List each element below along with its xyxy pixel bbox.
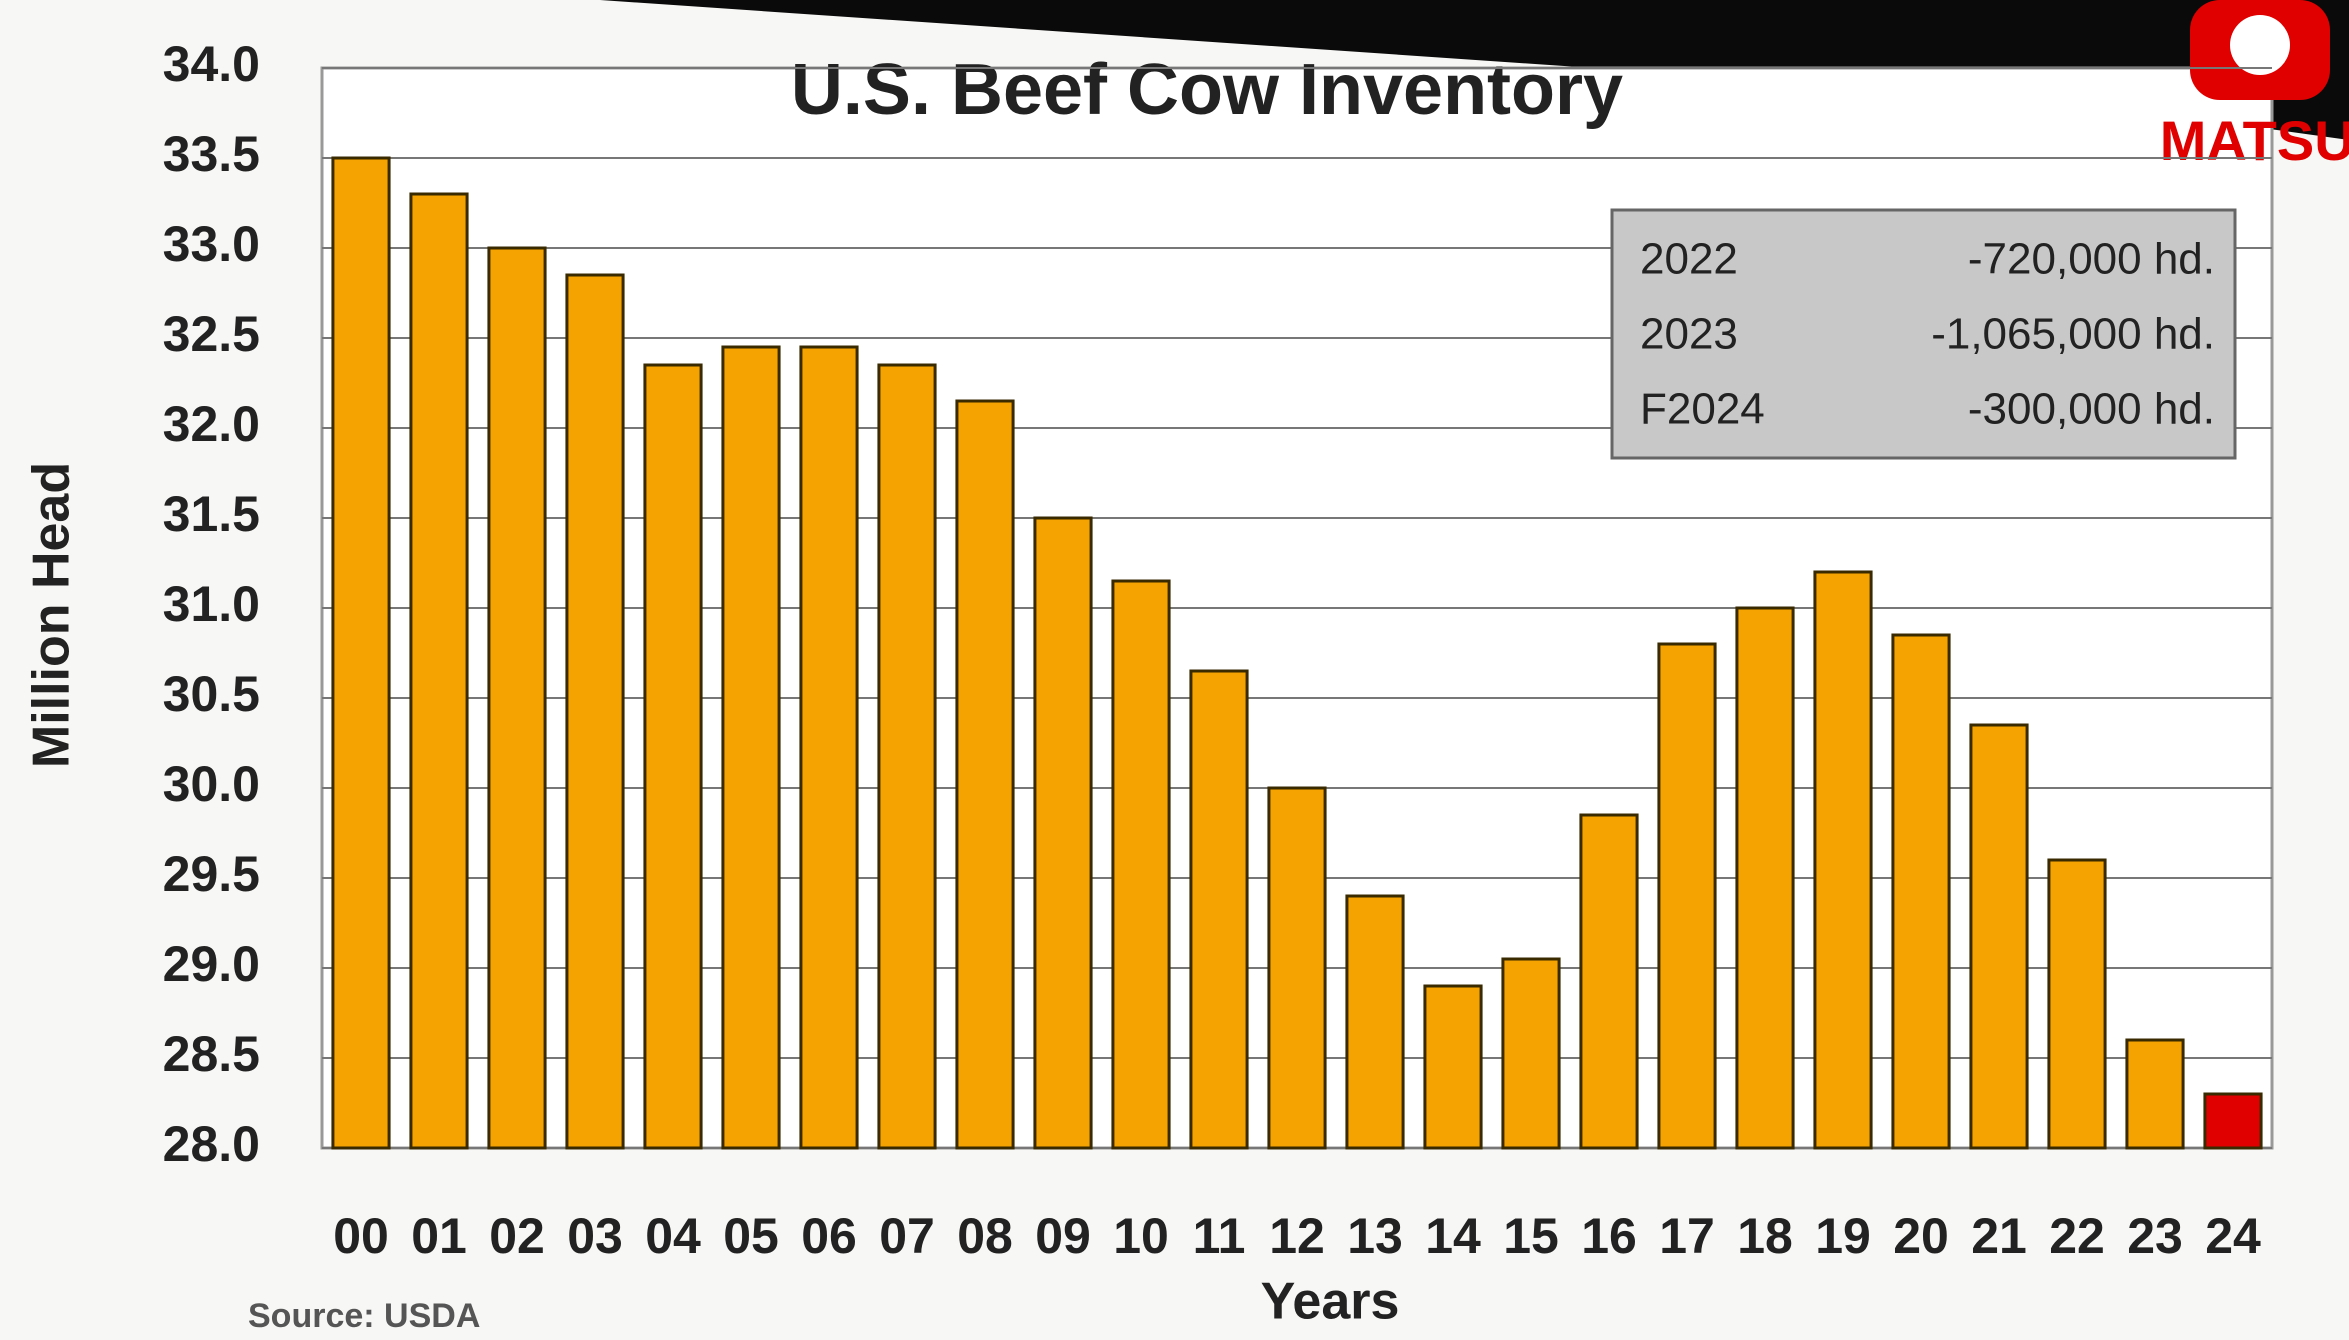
y-tick-label: 31.5 [163,486,260,542]
x-tick-label: 12 [1269,1208,1325,1264]
y-axis-title: Million Head [23,462,81,768]
y-tick-label: 28.0 [163,1116,260,1172]
x-tick-label: 13 [1347,1208,1403,1264]
chart: MATSUI U.S. Beef Cow Inventory Million H… [0,0,2349,1340]
y-tick-label: 33.0 [163,216,260,272]
bar [1581,815,1637,1148]
x-tick-label: 02 [489,1208,545,1264]
bar [489,248,545,1148]
bar [1191,671,1247,1148]
bar [1503,959,1559,1148]
bar [411,194,467,1148]
bar [1815,572,1871,1148]
chart-title: U.S. Beef Cow Inventory [791,50,1623,130]
annotation-year: 2022 [1640,235,1738,284]
page: MATSUI U.S. Beef Cow Inventory Million H… [0,0,2349,1340]
x-tick-label: 00 [333,1208,389,1264]
x-tick-label: 23 [2127,1208,2183,1264]
annotation-year: F2024 [1640,385,1765,434]
annotation-year: 2023 [1640,310,1738,359]
bar [2127,1040,2183,1148]
y-tick-label: 29.0 [163,936,260,992]
bar [801,347,857,1148]
x-tick-label: 20 [1893,1208,1949,1264]
source-note: Source: USDA [248,1297,480,1335]
x-tick-label: 15 [1503,1208,1559,1264]
y-tick-label: 32.5 [163,306,260,362]
y-tick-label: 28.5 [163,1026,260,1082]
logo-text: MATSUI [2160,109,2349,172]
bar [1659,644,1715,1148]
bar [1737,608,1793,1148]
x-tick-label: 19 [1815,1208,1871,1264]
bar [1113,581,1169,1148]
y-tick-label: 34.0 [163,36,260,92]
x-tick-label: 04 [645,1208,701,1264]
x-tick-label: 14 [1425,1208,1481,1264]
y-tick-label: 30.5 [163,666,260,722]
x-tick-label: 09 [1035,1208,1091,1264]
annotation-box: 2022 -720,000 hd. 2023 -1,065,000 hd. F2024 -… [1612,210,2235,458]
annotation-change: -720,000 hd. [1968,235,2215,284]
bar [1893,635,1949,1148]
x-tick-label: 07 [879,1208,935,1264]
bar [645,365,701,1148]
x-tick-label: 17 [1659,1208,1715,1264]
bar [723,347,779,1148]
y-tick-label: 32.0 [163,396,260,452]
annotation-change: -1,065,000 hd. [1931,310,2215,359]
annotation-change: -300,000 hd. [1968,385,2215,434]
bar [333,158,389,1148]
y-tick-label: 30.0 [163,756,260,812]
bar [1971,725,2027,1148]
bar [1347,896,1403,1148]
x-tick-label: 11 [1193,1208,1246,1264]
logo-ring [2230,15,2290,75]
bar [879,365,935,1148]
bar [1425,986,1481,1148]
y-tick-label: 29.5 [163,846,260,902]
x-tick-label: 05 [723,1208,779,1264]
x-tick-label: 06 [801,1208,857,1264]
bar [1269,788,1325,1148]
x-tick-label: 01 [411,1208,467,1264]
x-tick-label: 24 [2205,1208,2261,1264]
x-tick-label: 08 [957,1208,1013,1264]
y-tick-label: 31.0 [163,576,260,632]
x-tick-label: 18 [1737,1208,1793,1264]
x-axis-title: Years [1261,1273,1400,1331]
bar [1035,518,1091,1148]
x-tick-label: 03 [567,1208,623,1264]
bar [957,401,1013,1148]
x-tick-label: 16 [1581,1208,1637,1264]
bar [2205,1094,2261,1148]
bar [567,275,623,1148]
x-tick-label: 21 [1971,1208,2027,1264]
y-tick-label: 33.5 [163,126,260,182]
bar [2049,860,2105,1148]
x-tick-label: 10 [1113,1208,1169,1264]
x-tick-label: 22 [2049,1208,2105,1264]
